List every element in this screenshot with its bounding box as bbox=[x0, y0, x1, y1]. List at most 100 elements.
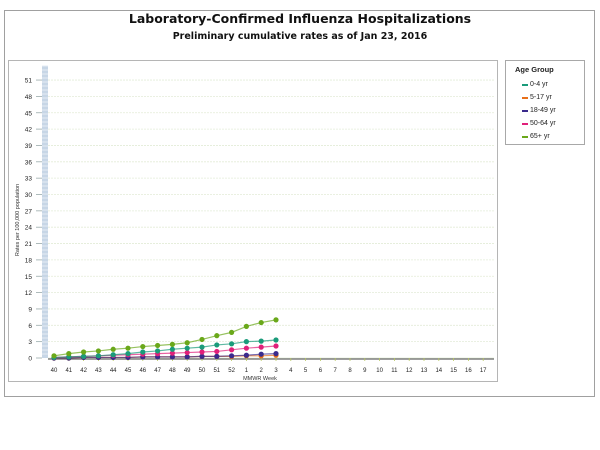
data-point bbox=[214, 348, 220, 355]
x-tick-label: 15 bbox=[450, 368, 457, 374]
x-tick-label: 16 bbox=[465, 368, 472, 374]
legend-item-50-64: 50-64 yr bbox=[522, 120, 556, 127]
x-tick-label: 47 bbox=[154, 368, 161, 374]
y-axis-label: Rates per 100,000 population bbox=[15, 184, 21, 256]
plot-frame bbox=[8, 60, 498, 382]
x-tick-label: 48 bbox=[169, 368, 176, 374]
data-point bbox=[184, 345, 190, 351]
series-line bbox=[54, 353, 277, 359]
y-tick-label: 45 bbox=[25, 110, 33, 117]
data-point bbox=[155, 348, 161, 354]
x-tick-label: 9 bbox=[363, 368, 367, 374]
x-tick-label: 52 bbox=[228, 368, 235, 374]
x-tick-label: 43 bbox=[95, 368, 102, 374]
data-point bbox=[214, 342, 220, 348]
data-point bbox=[229, 329, 235, 335]
legend-item-0-4: 0-4 yr bbox=[522, 81, 548, 88]
data-point bbox=[273, 317, 279, 323]
y-tick-label: 21 bbox=[25, 241, 33, 248]
data-point bbox=[140, 349, 146, 355]
data-point bbox=[169, 341, 175, 347]
x-tick-label: 7 bbox=[334, 368, 338, 374]
data-point bbox=[273, 343, 279, 349]
y-tick-label: 9 bbox=[28, 306, 32, 313]
data-point bbox=[169, 346, 175, 352]
chart-subtitle: Preliminary cumulative rates as of Jan 2… bbox=[172, 31, 428, 42]
y-tick-label: 51 bbox=[25, 78, 33, 85]
x-tick-label: 12 bbox=[406, 368, 413, 374]
y-tick-label: 39 bbox=[25, 143, 33, 150]
data-point bbox=[258, 344, 264, 350]
data-point bbox=[243, 339, 249, 345]
x-tick-label: 10 bbox=[376, 368, 383, 374]
legend-swatch bbox=[522, 109, 528, 112]
x-tick-label: 49 bbox=[184, 368, 191, 374]
y-tick-label: 27 bbox=[25, 208, 33, 215]
legend-swatch bbox=[522, 96, 528, 99]
data-point bbox=[66, 351, 72, 357]
data-point bbox=[81, 353, 87, 359]
data-point bbox=[199, 349, 205, 355]
legend-title: Age Group bbox=[515, 65, 554, 74]
data-point bbox=[110, 352, 116, 358]
x-tick-label: 13 bbox=[421, 368, 428, 374]
legend: Age Group 0-4 yr 5-17 yr 18-49 yr 50-64 … bbox=[505, 60, 585, 145]
data-point bbox=[184, 349, 190, 356]
x-tick-label: 17 bbox=[480, 368, 487, 374]
data-point bbox=[125, 351, 131, 357]
axis-band bbox=[42, 66, 48, 358]
x-axis-label: MMWR Week bbox=[243, 376, 277, 382]
data-point bbox=[125, 345, 131, 351]
legend-swatch bbox=[522, 135, 528, 138]
data-point bbox=[229, 347, 235, 353]
data-point bbox=[229, 353, 235, 359]
data-point bbox=[214, 333, 220, 339]
x-tick-label: 41 bbox=[65, 368, 72, 374]
x-tick-label: 11 bbox=[391, 368, 398, 374]
y-tick-label: 12 bbox=[25, 290, 33, 297]
y-tick-label: 15 bbox=[25, 274, 33, 281]
data-point bbox=[273, 351, 279, 357]
data-point bbox=[243, 345, 249, 351]
data-point bbox=[214, 353, 220, 359]
data-point bbox=[229, 341, 235, 347]
y-tick-label: 42 bbox=[25, 127, 33, 134]
chart-container bbox=[4, 10, 595, 397]
legend-swatch bbox=[522, 83, 528, 86]
legend-label: 18-49 yr bbox=[530, 107, 556, 114]
x-tick-label: 14 bbox=[435, 368, 442, 374]
x-tick-label: 2 bbox=[260, 368, 264, 374]
y-tick-label: 3 bbox=[28, 339, 32, 346]
x-tick-label: 8 bbox=[348, 368, 352, 374]
x-tick-label: 40 bbox=[51, 368, 58, 374]
data-point bbox=[243, 323, 249, 329]
data-point bbox=[169, 350, 175, 356]
data-point bbox=[199, 344, 205, 350]
x-tick-label: 44 bbox=[110, 368, 117, 374]
y-tick-label: 24 bbox=[25, 225, 33, 232]
y-tick-label: 48 bbox=[25, 94, 33, 101]
x-tick-label: 45 bbox=[125, 368, 132, 374]
x-tick-label: 3 bbox=[274, 368, 278, 374]
legend-item-18-49: 18-49 yr bbox=[522, 107, 556, 114]
data-point bbox=[258, 338, 264, 344]
legend-item-5-17: 5-17 yr bbox=[522, 94, 552, 101]
data-point bbox=[184, 354, 190, 360]
legend-swatch bbox=[522, 122, 528, 125]
x-tick-label: 46 bbox=[139, 368, 146, 374]
data-point bbox=[199, 336, 205, 343]
y-tick-label: 0 bbox=[28, 356, 32, 363]
x-tick-label: 51 bbox=[213, 368, 220, 374]
y-tick-label: 30 bbox=[25, 192, 33, 199]
data-point bbox=[258, 351, 264, 357]
y-tick-label: 33 bbox=[25, 176, 33, 183]
legend-label: 50-64 yr bbox=[530, 120, 556, 127]
data-point bbox=[155, 342, 161, 349]
x-tick-label: 5 bbox=[304, 368, 308, 374]
data-point bbox=[51, 353, 57, 359]
series-line bbox=[53, 339, 277, 359]
data-point bbox=[184, 340, 190, 346]
legend-label: 5-17 yr bbox=[530, 94, 552, 101]
x-tick-label: 1 bbox=[245, 368, 249, 374]
